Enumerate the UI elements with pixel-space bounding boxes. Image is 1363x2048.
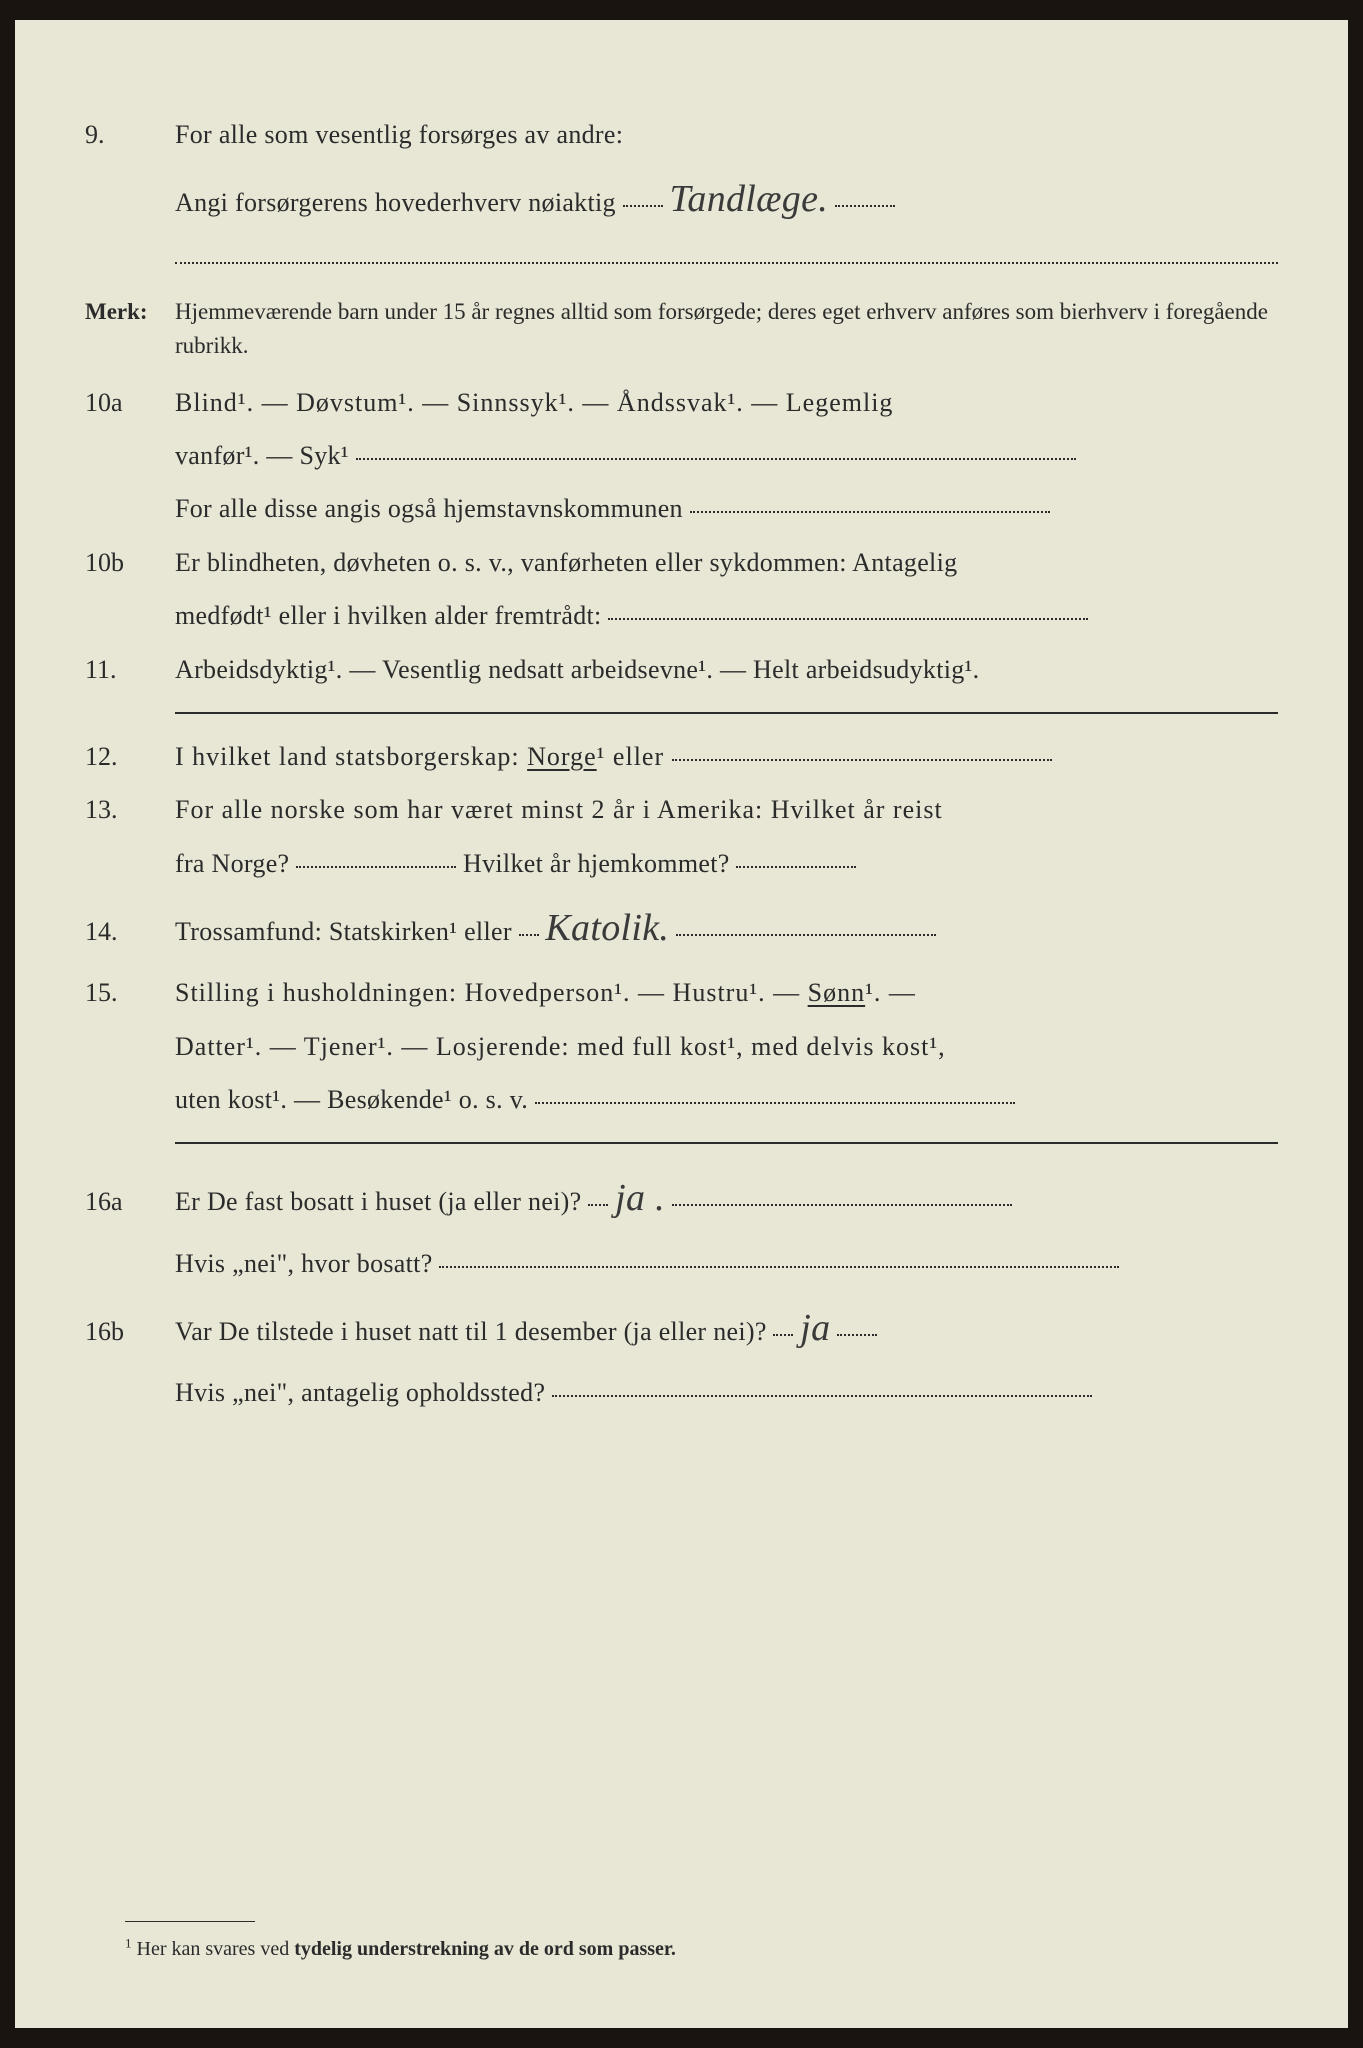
- footnote-rule: [125, 1921, 255, 1922]
- q13-number: 13.: [85, 785, 175, 834]
- q10b-row2: medfødt¹ eller i hvilken alder fremtrådt…: [85, 591, 1278, 640]
- q16a-handwritten: ja .: [615, 1162, 665, 1234]
- q15-line1: Stilling i husholdningen: Hovedperson¹. …: [175, 968, 1278, 1017]
- q10a-opts2: vanfør¹. — Syk¹: [175, 431, 1278, 480]
- q15-underlined: Sønn: [808, 978, 865, 1007]
- q16a-row2: Hvis „nei", hvor bosatt?: [85, 1239, 1278, 1288]
- q10a-line3: For alle disse angis også hjemstavnskomm…: [175, 484, 1278, 533]
- q15-number: 15.: [85, 968, 175, 1017]
- q14-handwritten: Katolik.: [545, 892, 669, 964]
- q10b-line2: medfødt¹ eller i hvilken alder fremtrådt…: [175, 591, 1278, 640]
- q16a-row1: 16a Er De fast bosatt i huset (ja eller …: [85, 1162, 1278, 1234]
- q11-text: Arbeidsdyktig¹. — Vesentlig nedsatt arbe…: [175, 645, 1278, 694]
- q10a-row2: vanfør¹. — Syk¹: [85, 431, 1278, 480]
- q10a-row3: For alle disse angis også hjemstavnskomm…: [85, 484, 1278, 533]
- q14-row: 14. Trossamfund: Statskirken¹ eller Kato…: [85, 892, 1278, 964]
- q9-handwritten: Tandlæge.: [669, 163, 828, 235]
- q15-row1: 15. Stilling i husholdningen: Hovedperso…: [85, 968, 1278, 1017]
- q10a-number: 10a: [85, 378, 175, 427]
- footnote-marker: 1: [125, 1935, 132, 1950]
- divider-1: [175, 712, 1278, 714]
- q12-row: 12. I hvilket land statsborgerskap: Norg…: [85, 732, 1278, 781]
- q15-row3: uten kost¹. — Besøkende¹ o. s. v.: [85, 1075, 1278, 1124]
- q13-line2: fra Norge? Hvilket år hjemkommet?: [175, 839, 1278, 888]
- q16b-row2: Hvis „nei", antagelig opholdssted?: [85, 1368, 1278, 1417]
- merk-text: Hjemmeværende barn under 15 år regnes al…: [175, 295, 1278, 364]
- q16b-row1: 16b Var De tilstede i huset natt til 1 d…: [85, 1292, 1278, 1364]
- q12-underlined: Norge: [527, 742, 597, 771]
- q16b-line1: Var De tilstede i huset natt til 1 desem…: [175, 1292, 1278, 1364]
- footnote: 1 Her kan svares ved tydelig understrekn…: [125, 1921, 676, 1968]
- q13-line1: For alle norske som har været minst 2 år…: [175, 785, 1278, 834]
- q11-row: 11. Arbeidsdyktig¹. — Vesentlig nedsatt …: [85, 645, 1278, 694]
- footnote-text-bold: tydelig understrekning av de ord som pas…: [294, 1938, 676, 1960]
- q9-line1: For alle som vesentlig forsørges av andr…: [175, 110, 1278, 159]
- q9-continuation-line: [175, 266, 1278, 268]
- q10b-row1: 10b Er blindheten, døvheten o. s. v., va…: [85, 538, 1278, 587]
- q9-row2: Angi forsørgerens hovederhverv nøiaktig …: [85, 163, 1278, 235]
- q15-row2: Datter¹. — Tjener¹. — Losjerende: med fu…: [85, 1022, 1278, 1071]
- q10b-line1: Er blindheten, døvheten o. s. v., vanfør…: [175, 538, 1278, 587]
- q9-number: 9.: [85, 110, 175, 159]
- q16a-line1: Er De fast bosatt i huset (ja eller nei)…: [175, 1162, 1278, 1234]
- q16b-handwritten: ja: [800, 1292, 830, 1364]
- q16a-number: 16a: [85, 1177, 175, 1226]
- q14-number: 14.: [85, 907, 175, 956]
- q13-row1: 13. For alle norske som har været minst …: [85, 785, 1278, 834]
- q10b-number: 10b: [85, 538, 175, 587]
- q10a-row1: 10a Blind¹. — Døvstum¹. — Sinnssyk¹. — Å…: [85, 378, 1278, 427]
- q13-row2: fra Norge? Hvilket år hjemkommet?: [85, 839, 1278, 888]
- merk-label: Merk:: [85, 290, 175, 334]
- q11-number: 11.: [85, 645, 175, 694]
- q15-line3: uten kost¹. — Besøkende¹ o. s. v.: [175, 1075, 1278, 1124]
- q16b-line2: Hvis „nei", antagelig opholdssted?: [175, 1368, 1278, 1417]
- q16b-number: 16b: [85, 1307, 175, 1356]
- q16a-line2: Hvis „nei", hvor bosatt?: [175, 1239, 1278, 1288]
- q10a-opts: Blind¹. — Døvstum¹. — Sinnssyk¹. — Åndss…: [175, 378, 1278, 427]
- divider-2: [175, 1142, 1278, 1144]
- census-form-page: 9. For alle som vesentlig forsørges av a…: [15, 20, 1348, 2028]
- q12-number: 12.: [85, 732, 175, 781]
- q15-line2: Datter¹. — Tjener¹. — Losjerende: med fu…: [175, 1022, 1278, 1071]
- q9-line2: Angi forsørgerens hovederhverv nøiaktig …: [175, 163, 1278, 235]
- q14-content: Trossamfund: Statskirken¹ eller Katolik.: [175, 892, 1278, 964]
- merk-row: Merk: Hjemmeværende barn under 15 år reg…: [85, 290, 1278, 364]
- footnote-text-plain: Her kan svares ved: [137, 1938, 295, 1960]
- q9-row1: 9. For alle som vesentlig forsørges av a…: [85, 110, 1278, 159]
- q12-content: I hvilket land statsborgerskap: Norge¹ e…: [175, 732, 1278, 781]
